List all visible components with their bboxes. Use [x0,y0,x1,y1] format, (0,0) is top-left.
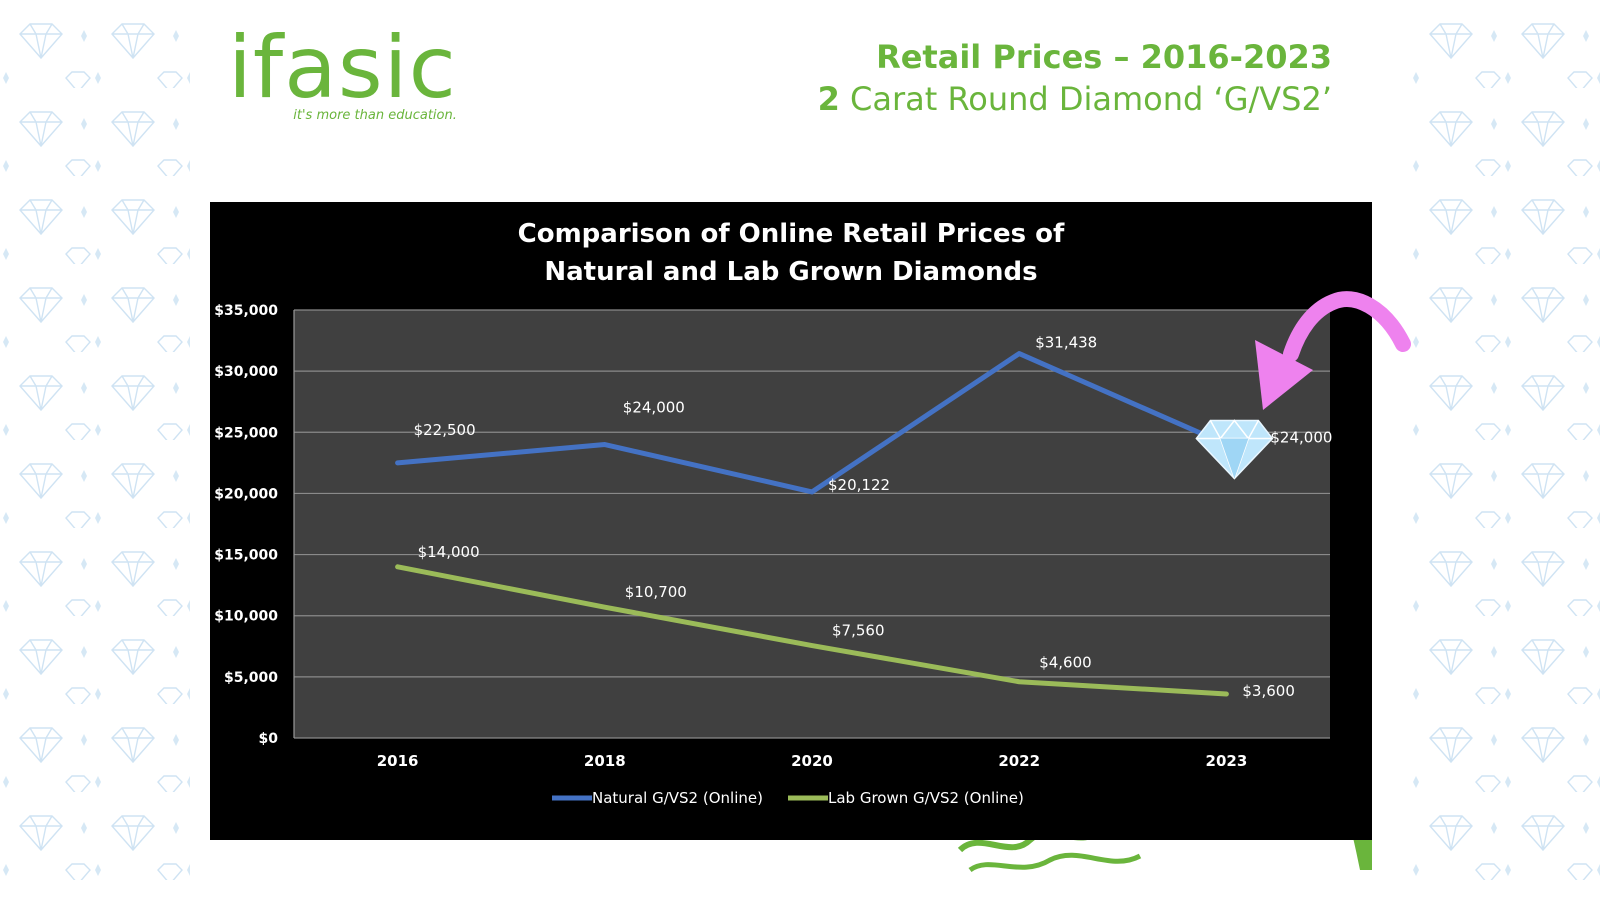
y-tick-label: $15,000 [214,548,278,564]
slide-header: Retail Prices – 2016-2023 2 Carat Round … [818,36,1332,120]
data-label: $20,122 [828,476,890,494]
x-tick-label: 2018 [584,752,626,770]
logo-wordmark: ifasic [228,18,457,118]
subtitle-carat-number: 2 [817,80,840,118]
plot-area [294,310,1330,738]
data-label: $4,600 [1039,654,1092,672]
y-tick-label: $0 [259,731,279,747]
legend-label: Lab Grown G/VS2 (Online) [828,789,1024,807]
diamond-icon [1195,419,1274,480]
x-tick-label: 2023 [1206,752,1248,770]
chart-svg: Comparison of Online Retail Prices of Nat… [214,219,1332,807]
diamond-pattern-right [1410,0,1600,900]
chart-title-line-2: Natural and Lab Grown Diamonds [544,257,1037,287]
ifasic-logo: ifasic it's more than education. [228,20,457,123]
data-label: $22,500 [414,421,476,439]
data-label: $24,000 [623,399,685,417]
legend-label: Natural G/VS2 (Online) [592,789,763,807]
slide-subtitle: 2 Carat Round Diamond ‘G/VS2’ [818,78,1332,120]
x-tick-label: 2020 [791,752,833,770]
y-tick-label: $35,000 [214,303,278,319]
x-tick-label: 2022 [998,752,1040,770]
data-label: $24,000 [1270,429,1332,447]
chart-title-line-1: Comparison of Online Retail Prices of [518,219,1065,249]
data-label: $3,600 [1242,682,1295,700]
y-tick-label: $5,000 [224,670,278,686]
x-tick-label: 2016 [377,752,419,770]
y-tick-label: $10,000 [214,609,278,625]
y-tick-label: $30,000 [214,364,278,380]
line-chart: Comparison of Online Retail Prices of Nat… [210,202,1372,840]
y-tick-label: $20,000 [214,486,278,502]
subtitle-text: Carat Round Diamond ‘G/VS2’ [839,80,1332,118]
data-label: $7,560 [832,622,885,640]
logo-tagline: it's more than education. [293,108,457,123]
slide-title: Retail Prices – 2016-2023 [876,38,1332,76]
curved-arrow-icon [1255,291,1411,410]
diamond-pattern-left [0,0,190,900]
data-label: $10,700 [625,583,687,601]
y-tick-label: $25,000 [214,425,278,441]
data-label: $14,000 [418,543,480,561]
data-label: $31,438 [1035,334,1097,352]
